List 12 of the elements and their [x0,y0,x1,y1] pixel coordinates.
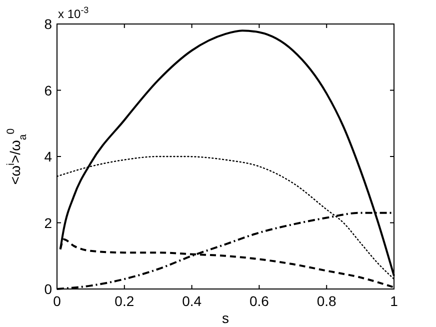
x-tick-label: 0.4 [182,293,202,309]
x-tick-label: 0.6 [249,293,270,309]
x-tick-label: 1 [390,293,398,309]
y-tick-label: 4 [44,148,52,164]
y-tick-label: 0 [44,281,52,297]
text: x 10$^{-3}$ [58,5,89,21]
x-axis-title: s [222,310,229,326]
y-tick-label: 8 [44,16,52,32]
y-tick-label: 6 [44,82,52,98]
x-tick-label: 0.2 [114,293,134,309]
x-tick-label: 0.8 [316,293,337,309]
y-tick-label: 2 [44,214,52,231]
